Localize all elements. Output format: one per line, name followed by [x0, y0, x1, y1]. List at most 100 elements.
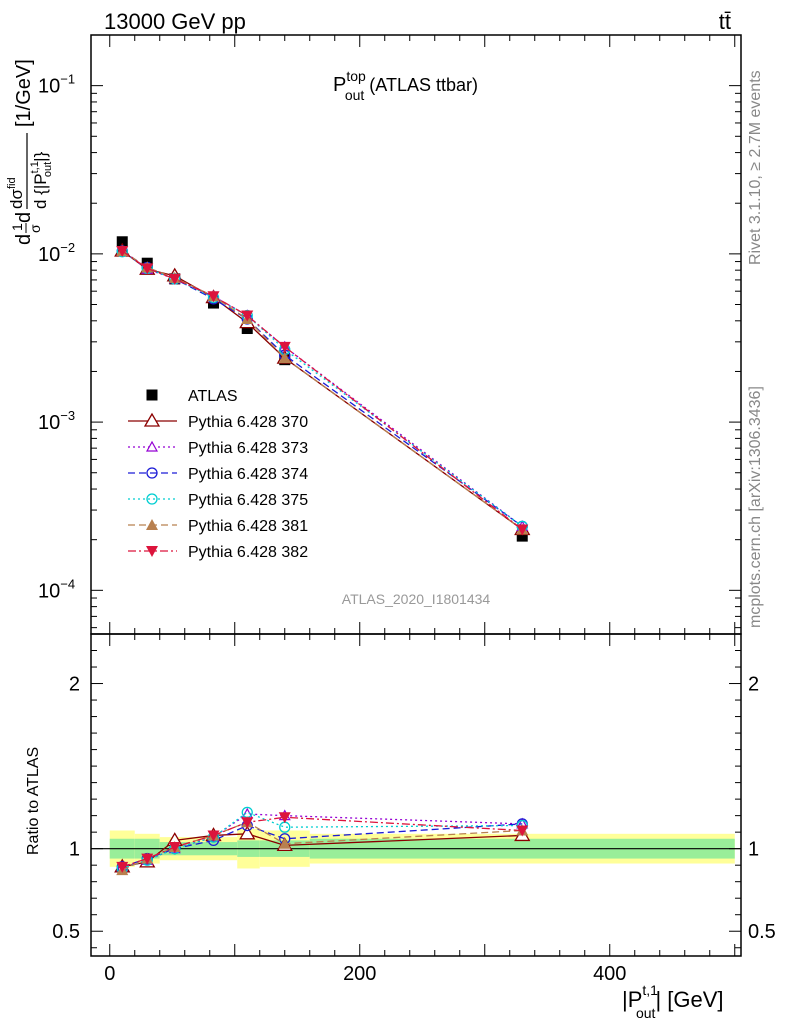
series-pythia-2 — [116, 244, 529, 531]
svg-text:1: 1 — [9, 223, 25, 231]
legend-marker — [146, 519, 158, 530]
data-point — [241, 323, 253, 335]
series-pythia-6 — [116, 246, 529, 536]
plot-title-sup: top — [346, 68, 366, 84]
ratio-point — [141, 853, 154, 865]
process-label: tt̄ — [719, 9, 731, 34]
ylabel-frac2-den-sub: out — [42, 162, 54, 177]
xlabel: |Pt,1 out| [GeV] — [622, 982, 724, 1021]
main-ytick-label: 10−1 — [38, 72, 75, 98]
ratio-point — [168, 842, 181, 854]
ratio-series — [114, 806, 531, 876]
series-pythia-5 — [116, 245, 529, 535]
ratio-point — [278, 812, 291, 824]
ylabel-frac1-den: σ — [27, 224, 43, 233]
data-point — [278, 352, 291, 364]
svg-text:d: d — [13, 212, 35, 223]
legend-marker — [146, 467, 158, 479]
legend-marker — [146, 546, 158, 557]
plot-title-sub: out — [345, 87, 365, 103]
data-point — [116, 236, 128, 248]
ylabel-frac2-den-sup: t,1 — [29, 161, 41, 173]
legend-label: ATLAS — [188, 388, 238, 405]
ratio-ylabel: Ratio to ATLAS — [25, 747, 42, 855]
legend-entry: Pythia 6.428 373 — [128, 440, 308, 457]
legend-label: Pythia 6.428 370 — [188, 414, 308, 431]
svg-text:d {|Pt,1out|}: d {|Pt,1out|} — [29, 151, 54, 209]
series-line — [121, 250, 523, 530]
data-point — [168, 273, 181, 285]
legend-entry: Pythia 6.428 382 — [128, 544, 308, 561]
series-line — [121, 250, 523, 527]
ylabel-unit: [1/GeV] — [13, 59, 35, 127]
ratio-ytick-label-right: 0.5 — [748, 921, 776, 943]
legend-marker — [146, 389, 158, 401]
legend-entry: ATLAS — [146, 388, 238, 405]
legend-entry: Pythia 6.428 370 — [128, 412, 308, 431]
ratio-ytick-label-left: 2 — [69, 674, 80, 696]
ratio-axes — [90, 633, 742, 957]
data-point — [278, 341, 291, 353]
ratio-point — [239, 825, 256, 840]
legend-entry: Pythia 6.428 374 — [128, 466, 308, 483]
ylabel-frac1-num: 1 — [9, 223, 25, 231]
plot-title-main: P — [333, 74, 346, 96]
ylabel-frac2-den: d {|P — [31, 173, 50, 209]
legend-marker — [143, 412, 161, 427]
plot-title: Ptop out (ATLAS ttbar) — [333, 68, 478, 103]
svg-text:[1/GeV]: [1/GeV] — [13, 59, 35, 127]
series-pythia-1 — [114, 242, 531, 536]
tick-labels: 10−1 10−2 10−3 10−4 2 2 1 1 0.5 0.5 0 200 400 — [38, 72, 776, 985]
ratio-point — [241, 817, 254, 829]
ratio-point — [278, 837, 291, 849]
legend: ATLAS Pythia 6.428 370 Pythia 6.428 373 Pyt… — [128, 388, 308, 561]
xlabel-unit: | [GeV] — [655, 987, 723, 1012]
data-point — [516, 530, 528, 542]
svg-text:σ: σ — [27, 224, 43, 233]
ratio-point — [516, 825, 529, 837]
xlabel-sup: t,1 — [642, 982, 658, 998]
series-line — [121, 250, 523, 530]
legend-entry: Pythia 6.428 375 — [128, 492, 308, 509]
series-line — [121, 251, 523, 527]
legend-label: Pythia 6.428 381 — [188, 518, 308, 535]
ratio-ytick-label-right: 1 — [748, 839, 759, 861]
ylabel-frac2-num: dσ — [7, 189, 26, 209]
data-point — [516, 524, 529, 536]
ratio-uncertainty-bands — [91, 828, 741, 869]
main-ytick-label: 10−2 — [38, 240, 75, 266]
ratio-ytick-label-right: 2 — [748, 674, 759, 696]
ylabel-lead: d — [13, 234, 35, 245]
beam-label: 13000 GeV pp — [104, 9, 246, 34]
legend-label: Pythia 6.428 374 — [188, 466, 308, 483]
ylabel-frac2-sup: fid — [6, 177, 18, 189]
ratio-frame — [90, 633, 742, 957]
series-line — [121, 250, 523, 527]
legend-label: Pythia 6.428 375 — [188, 492, 308, 509]
ratio-point — [116, 861, 129, 873]
main-series — [114, 236, 531, 542]
data-point — [207, 291, 220, 303]
xtick-label: 200 — [343, 963, 376, 985]
data-point — [141, 263, 154, 275]
legend-label: Pythia 6.428 373 — [188, 440, 308, 457]
data-point — [116, 246, 129, 258]
mcplots-label: mcplots.cern.ch [arXiv:1306.3436] — [747, 386, 764, 628]
ratio-series-pythia-6 — [116, 812, 529, 873]
legend-marker — [145, 440, 159, 452]
data-point — [241, 310, 254, 322]
xtick-label: 0 — [104, 963, 115, 985]
svg-text:d: d — [13, 234, 35, 245]
rivet-label: Rivet 3.1.10, ≥ 2.7M events — [747, 70, 764, 265]
ratio-point — [207, 830, 220, 842]
plot-title-rest: (ATLAS ttbar) — [364, 75, 478, 95]
ylabel-frac2-den-tail: |} — [31, 151, 50, 161]
main-ylabel: d 1 σ d dσfid d {|Pt,1out|} [1/GeV] — [6, 59, 54, 245]
series-line — [121, 250, 523, 530]
main-ytick-label: 10−4 — [38, 576, 75, 602]
legend-entry: Pythia 6.428 381 — [128, 518, 308, 535]
ratio-ytick-label-left: 0.5 — [52, 921, 80, 943]
legend-marker — [146, 493, 158, 505]
xlabel-sub: out — [636, 1005, 656, 1021]
